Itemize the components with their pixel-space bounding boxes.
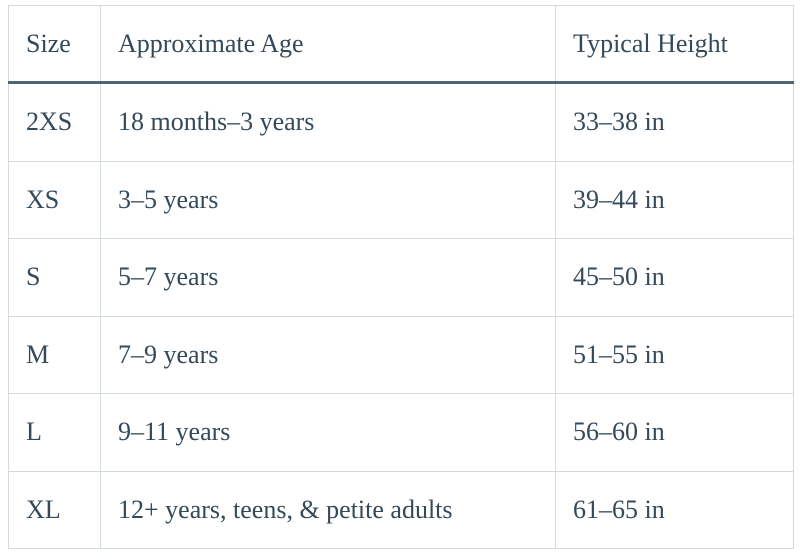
table-row: XL 12+ years, teens, & petite adults 61–65… xyxy=(8,470,794,549)
table-cell: XS xyxy=(8,160,101,239)
column-header: Typical Height xyxy=(555,5,794,84)
table-cell: 7–9 years xyxy=(100,315,556,394)
header-row: Size Approximate Age Typical Height xyxy=(8,5,794,84)
table-cell: 56–60 in xyxy=(555,393,794,472)
table-cell: 39–44 in xyxy=(555,160,794,239)
table-body: 2XS 18 months–3 years 33–38 in XS 3–5 years 3… xyxy=(8,82,794,549)
table-cell: 18 months–3 years xyxy=(100,82,556,162)
table-cell: S xyxy=(8,238,101,317)
table-cell: 45–50 in xyxy=(555,238,794,317)
table-cell: 61–65 in xyxy=(555,470,794,549)
table-row: L 9–11 years 56–60 in xyxy=(8,393,794,472)
table-cell: 5–7 years xyxy=(100,238,556,317)
table-row: S 5–7 years 45–50 in xyxy=(8,238,794,317)
table-row: M 7–9 years 51–55 in xyxy=(8,315,794,394)
table-cell: 9–11 years xyxy=(100,393,556,472)
table-cell: 51–55 in xyxy=(555,315,794,394)
table-cell: M xyxy=(8,315,101,394)
table-row: XS 3–5 years 39–44 in xyxy=(8,160,794,239)
size-table: Size Approximate Age Typical Height 2XS 18 … xyxy=(8,5,794,549)
column-header: Approximate Age xyxy=(100,5,556,84)
table-row: 2XS 18 months–3 years 33–38 in xyxy=(8,82,794,162)
table-cell: L xyxy=(8,393,101,472)
column-header: Size xyxy=(8,5,101,84)
table-cell: 33–38 in xyxy=(555,82,794,162)
table-cell: 3–5 years xyxy=(100,160,556,239)
table-cell: 2XS xyxy=(8,82,101,162)
table-cell: XL xyxy=(8,470,101,549)
table-cell: 12+ years, teens, & petite adults xyxy=(100,470,556,549)
